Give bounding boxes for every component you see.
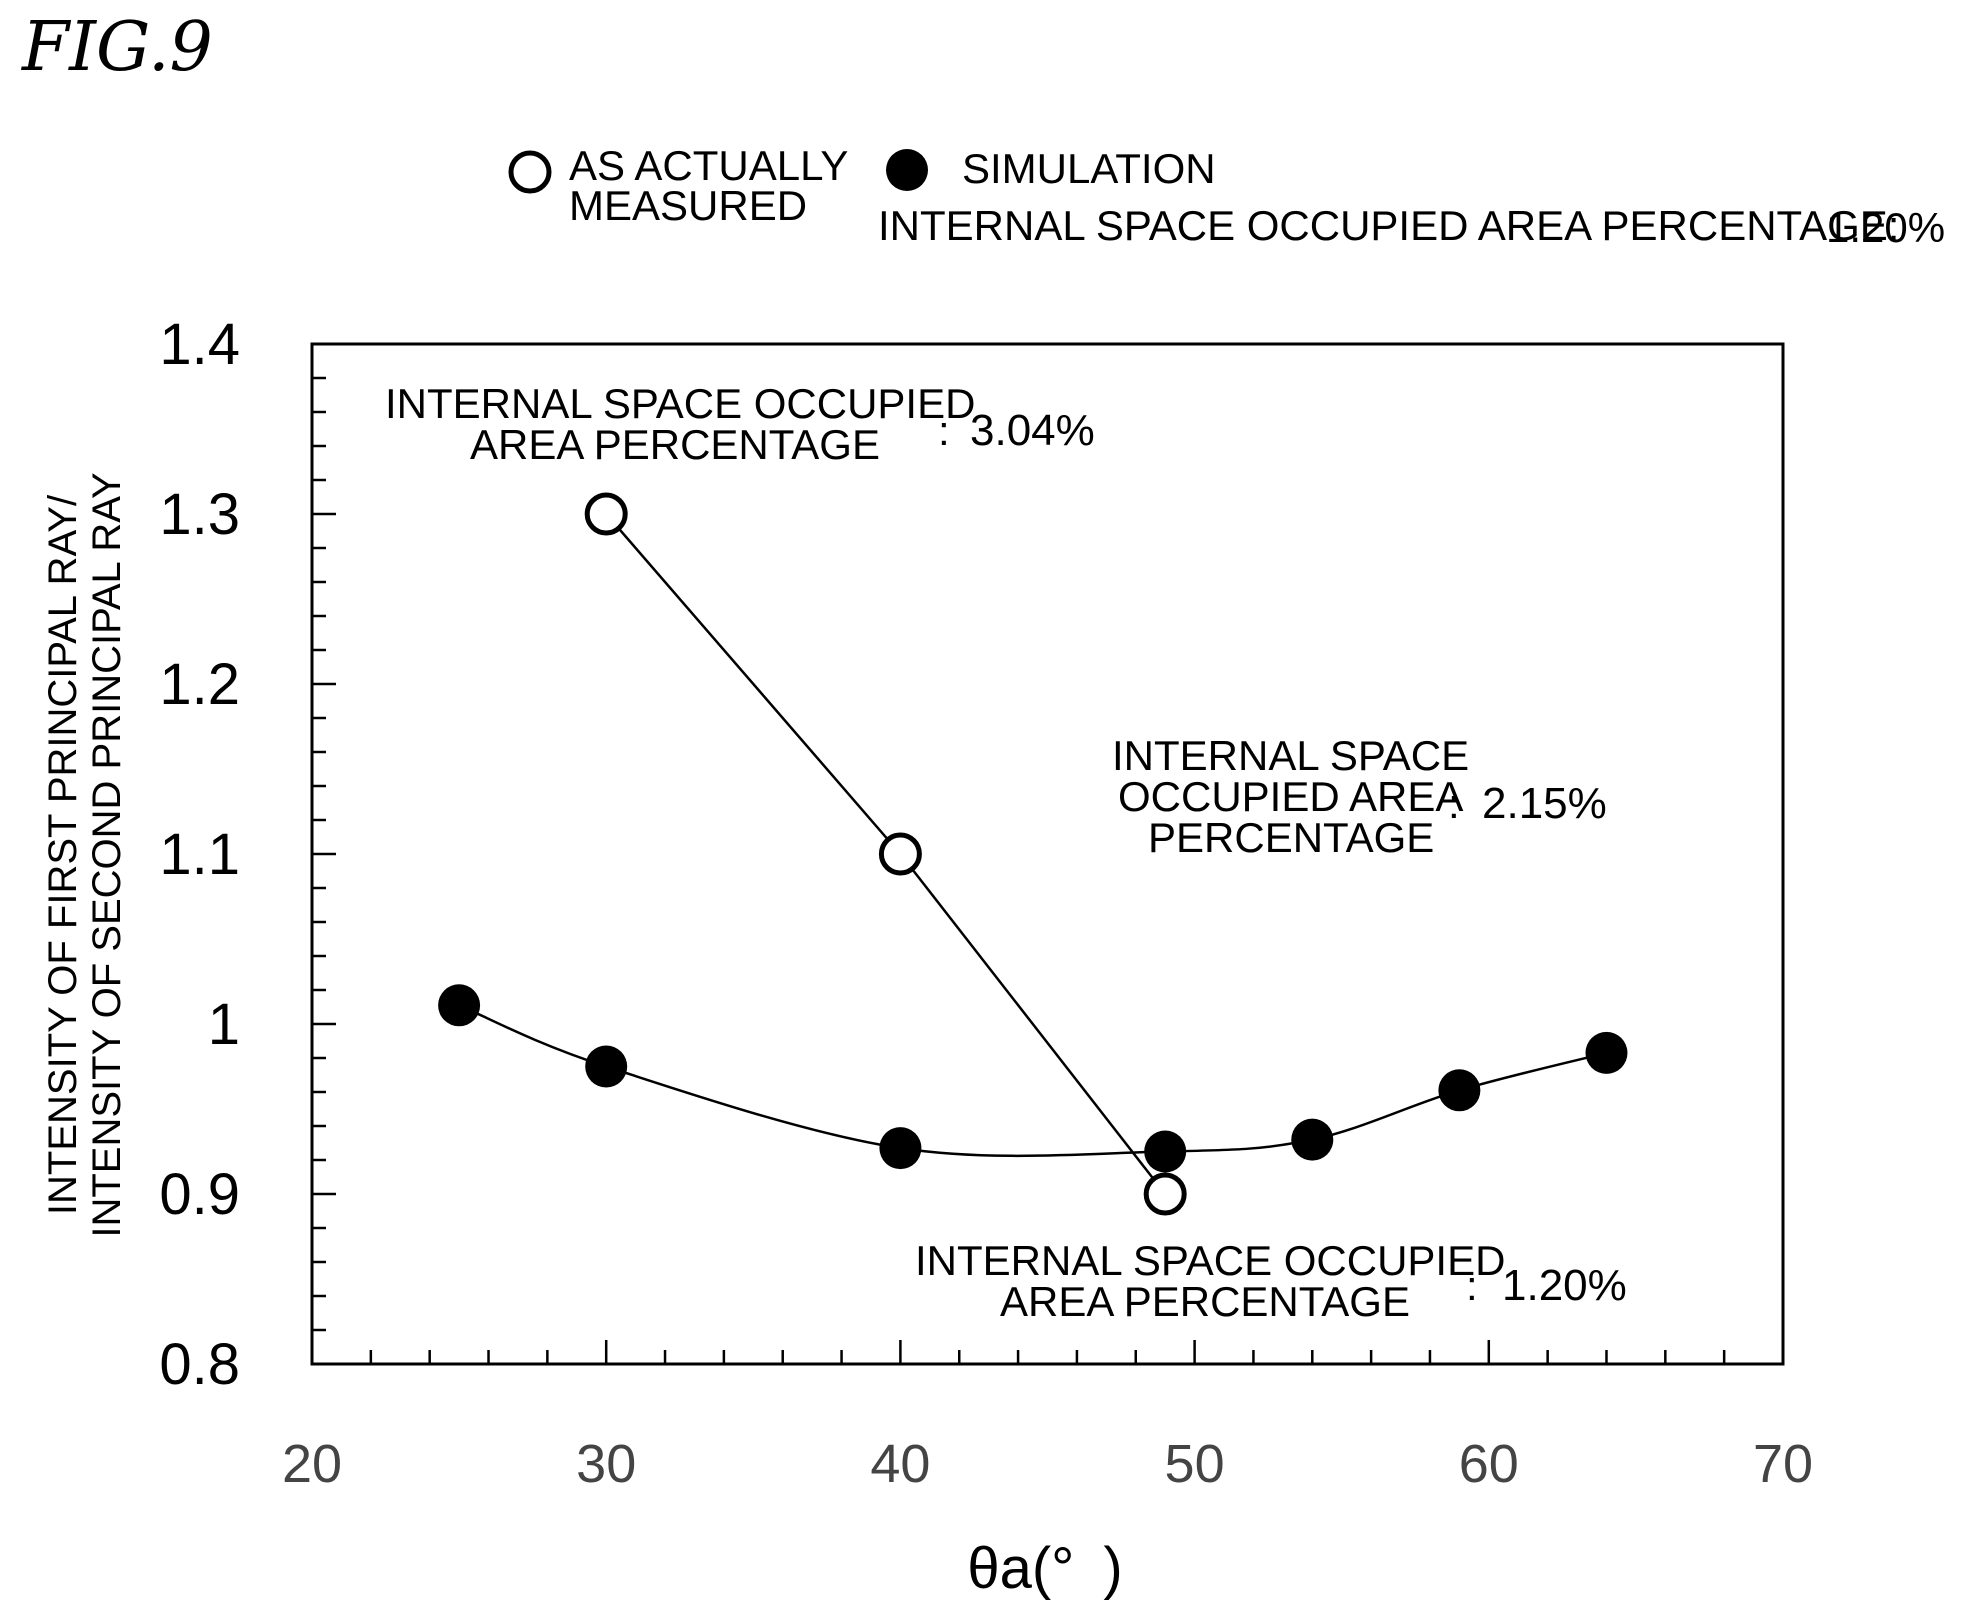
y-axis-tick-labels: 0.8 0.9 1 1.1 1.2 1.3 1.4: [159, 312, 240, 1397]
annotation-1-20-line1: INTERNAL SPACE OCCUPIED: [915, 1237, 1505, 1284]
plot-frame: [310, 342, 1785, 1366]
x-tick-label: 30: [576, 1434, 636, 1494]
y-tick-label: 1.4: [159, 312, 240, 377]
y-tick-label: 1.3: [159, 482, 240, 547]
annotation-2-15-sep: :: [1448, 780, 1460, 827]
y-tick-label: 0.9: [159, 1162, 240, 1227]
y-tick-label: 0.8: [159, 1332, 240, 1397]
annotation-1-20-sep: :: [1466, 1262, 1478, 1309]
x-axis-tick-labels: 20 30 40 50 60 70: [282, 1434, 1813, 1494]
measured-point: [1143, 1172, 1187, 1216]
simulation-point: [438, 984, 481, 1027]
x-tick-label: 40: [870, 1434, 930, 1494]
simulation-point: [1144, 1130, 1187, 1173]
measured-point: [878, 832, 922, 876]
series-points: [438, 492, 1628, 1216]
x-tick-label: 60: [1459, 1434, 1519, 1494]
simulation-point: [879, 1127, 922, 1170]
annotation-3-04-line2: AREA PERCENTAGE: [470, 421, 880, 468]
annotation-3-04: INTERNAL SPACE OCCUPIED AREA PERCENTAGE …: [385, 380, 1095, 468]
annotation-1-20-line2: AREA PERCENTAGE: [1000, 1278, 1410, 1325]
x-axis-label: θa(° ): [967, 1536, 1122, 1601]
x-tick-label: 50: [1165, 1434, 1225, 1494]
legend-open-circle-icon: [508, 150, 552, 194]
annotation-1-20: INTERNAL SPACE OCCUPIED AREA PERCENTAGE …: [915, 1237, 1627, 1325]
figure-label: FIG.9: [20, 8, 213, 87]
annotation-2-15-line2: OCCUPIED AREA: [1118, 773, 1463, 820]
simulation-point: [1438, 1069, 1481, 1112]
legend: AS ACTUALLY MEASURED SIMULATION INTERNAL…: [508, 142, 1945, 251]
annotation-3-04-line1: INTERNAL SPACE OCCUPIED: [385, 380, 975, 427]
y-tick-label: 1.1: [159, 822, 240, 887]
annotation-3-04-value: 3.04%: [970, 406, 1095, 455]
annotation-3-04-sep: :: [938, 407, 950, 454]
legend-subtitle-value: 1.20%: [1826, 204, 1945, 251]
y-tick-label: 1: [208, 992, 240, 1057]
series-lines: [458, 513, 1607, 1195]
annotation-2-15: INTERNAL SPACE OCCUPIED AREA PERCENTAGE …: [1112, 732, 1607, 861]
x-tick-label: 20: [282, 1434, 342, 1494]
legend-measured-label: AS ACTUALLY: [569, 142, 848, 189]
simulation-point: [1585, 1031, 1628, 1074]
legend-measured-label-2: MEASURED: [569, 182, 807, 229]
annotation-1-20-value: 1.20%: [1502, 1261, 1627, 1310]
simulation-point: [585, 1045, 628, 1088]
legend-subtitle-text: INTERNAL SPACE OCCUPIED AREA PERCENTAGE:: [878, 202, 1899, 249]
annotation-2-15-line1: INTERNAL SPACE: [1112, 732, 1469, 779]
x-tick-label: 70: [1753, 1434, 1813, 1494]
legend-filled-circle-icon: [886, 149, 928, 191]
series-line-2: [458, 1004, 1607, 1158]
x-axis-ticks: [310, 1340, 1785, 1364]
y-axis-ticks: [312, 342, 336, 1366]
y-tick-label: 1.2: [159, 652, 240, 717]
y-axis-label-line2: INTENSITY OF SECOND PRINCIPAL RAY: [85, 472, 129, 1237]
legend-simulation-label: SIMULATION: [962, 145, 1216, 192]
simulation-point: [1291, 1118, 1334, 1161]
measured-point: [584, 492, 628, 536]
annotation-2-15-value: 2.15%: [1482, 779, 1607, 828]
y-axis-label-line1: INTENSITY OF FIRST PRINCIPAL RAY/: [41, 494, 85, 1215]
annotation-2-15-line3: PERCENTAGE: [1148, 814, 1434, 861]
